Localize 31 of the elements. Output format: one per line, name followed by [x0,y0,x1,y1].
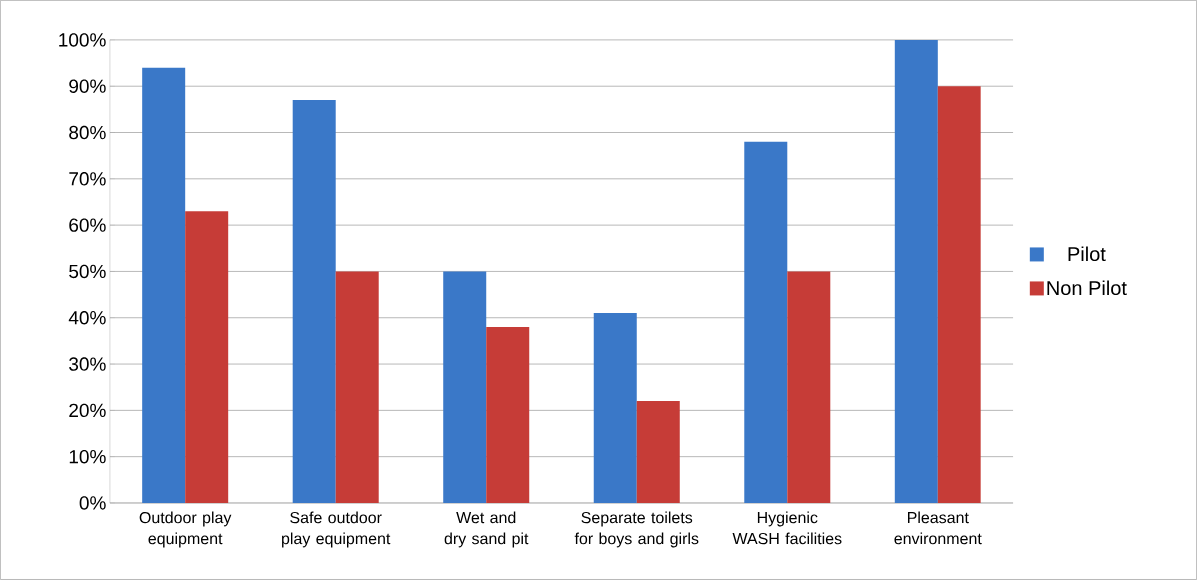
legend-label: Pilot [1068,246,1106,262]
x-tick-label: Separate toilets for boys and girls [574,511,699,548]
y-tick-label: 50% [69,264,106,279]
y-tick-label: 70% [69,172,106,186]
y-tick-label: 40% [68,311,106,325]
x-tick-label: Outdoor play equipment [139,511,232,548]
bar [787,271,831,504]
bar [894,39,938,504]
x-tick-label: Hygienic WASH facilities [732,511,842,545]
x-tick-label: Safe outdoor play equipment [282,511,391,548]
bar [335,271,379,504]
legend-label: Non Pilot [1047,280,1127,296]
x-tick-label: Wet and dry sand pit [444,511,529,548]
x-tick-label: Pleasant environment [894,511,982,545]
bar [185,211,229,504]
bar [744,141,788,504]
bar [593,313,637,504]
y-tick-label: 30% [69,357,106,371]
bar [142,67,186,504]
bar [636,401,680,504]
bar [443,271,487,504]
bar [486,327,530,504]
y-tick-label: 100% [59,33,106,47]
y-tick-label: 60% [69,218,106,232]
y-tick-label: 90% [69,79,106,93]
bar [937,86,981,504]
y-tick-label: 20% [69,403,106,418]
y-tick-label: 80% [69,125,106,140]
y-tick-label: 10% [69,449,106,464]
bar [292,100,336,504]
y-tick-label: 0% [79,496,106,510]
